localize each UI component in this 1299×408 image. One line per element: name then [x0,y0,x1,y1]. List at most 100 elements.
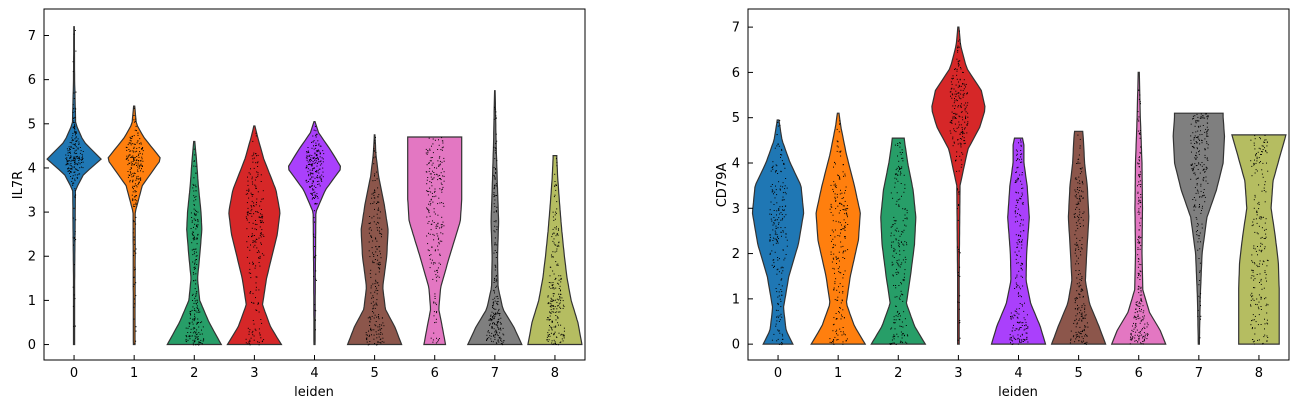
data-point [188,325,190,327]
data-point [553,273,555,275]
data-point [782,209,784,211]
data-point [140,177,142,179]
data-point [550,304,552,306]
data-point [955,114,957,116]
data-point [503,340,505,342]
data-point [75,108,77,110]
data-point [952,145,954,147]
data-point [1017,213,1018,215]
data-point [1022,187,1024,189]
data-point [313,157,315,159]
data-point [950,132,952,134]
data-point [320,178,322,180]
data-point [1251,269,1253,271]
data-point [556,185,557,186]
data-point [560,307,562,309]
data-point [490,338,492,340]
data-point [428,170,430,172]
data-point [1197,315,1199,317]
data-point [137,164,139,166]
data-point [495,265,497,267]
data-point [1017,321,1019,323]
data-point [1252,224,1254,226]
data-point [1196,184,1198,186]
data-point [898,259,900,261]
data-point [372,295,374,297]
data-point [1018,235,1019,237]
data-point [777,143,779,145]
data-point [426,235,428,237]
data-point [66,159,68,161]
data-point [1130,333,1132,335]
data-point [1019,288,1021,290]
data-point [834,183,836,185]
data-point [552,287,553,289]
data-point [72,139,73,141]
data-point [842,209,844,210]
data-point [548,318,550,320]
data-point [377,196,379,198]
data-point [1138,288,1140,290]
data-point [75,146,77,148]
data-point [1080,284,1082,286]
data-point [372,262,374,264]
data-point [1087,326,1089,328]
data-point [440,149,442,151]
data-point [260,181,262,182]
data-point [890,232,892,234]
data-point [1140,310,1142,312]
data-point [315,154,317,156]
data-point [492,307,494,309]
data-point [905,325,907,326]
data-point [1017,158,1019,160]
y-tick-label: 7 [28,29,36,44]
data-point [777,257,779,258]
data-point [132,172,134,174]
data-point [1258,314,1260,316]
data-point [837,268,839,270]
data-point [369,317,371,319]
data-point [1016,199,1018,201]
data-point [552,233,553,235]
data-point [1201,142,1203,144]
data-point [494,300,496,302]
data-point [962,133,963,135]
data-point [1138,197,1140,199]
data-point [497,319,499,321]
data-point [1250,299,1252,301]
data-point [314,210,315,212]
data-point [836,140,838,142]
data-point [965,83,967,85]
data-point [891,246,893,248]
data-point [307,147,309,148]
data-point [1197,230,1198,231]
data-point [779,258,780,260]
data-point [1137,258,1139,260]
data-point [496,275,497,277]
data-point [901,149,903,151]
data-point [133,255,135,256]
data-point [137,166,139,168]
data-point [775,171,776,173]
data-point [381,228,383,230]
data-point [1018,159,1020,161]
data-point [1014,338,1016,340]
data-point [554,311,556,313]
data-point [960,98,962,100]
data-point [375,237,376,239]
data-point [902,300,904,302]
data-point [838,178,840,180]
data-point [782,209,784,211]
data-point [1022,230,1024,232]
data-point [369,216,371,217]
data-point [495,313,497,315]
data-point [1015,339,1017,340]
data-point [126,158,128,160]
data-point [133,146,135,148]
data-point [196,224,198,226]
data-point [1017,202,1019,204]
data-point [548,335,549,337]
data-point [72,217,74,219]
data-point [1254,138,1256,140]
data-point [1258,184,1260,186]
